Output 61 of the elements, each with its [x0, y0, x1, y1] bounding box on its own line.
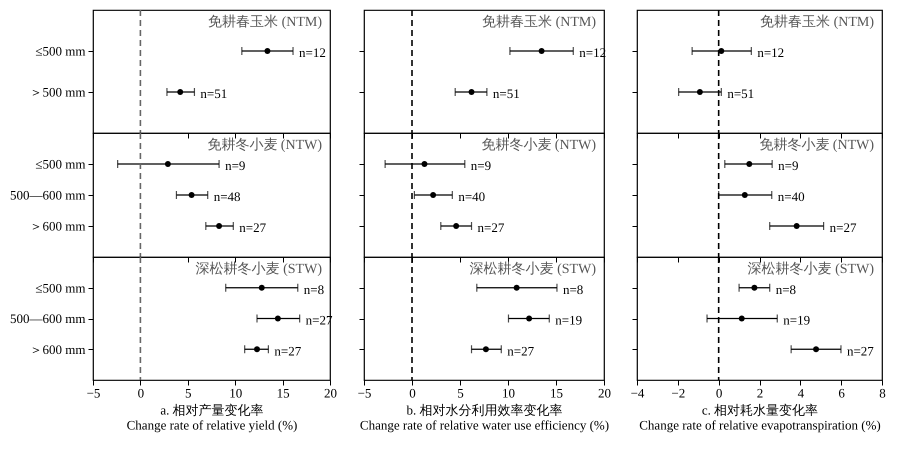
- annotation: n=40: [778, 189, 805, 204]
- annotation: n=40: [458, 189, 486, 204]
- annotation: n=8: [776, 282, 796, 297]
- y-tick-label: 500—600 mm: [10, 188, 86, 202]
- x-tick-label: −5: [358, 386, 372, 400]
- annotation: n=9: [225, 158, 246, 173]
- x-tick-label: −2: [671, 386, 686, 400]
- annotation: n=9: [778, 158, 798, 173]
- annotation: n=27: [507, 343, 535, 358]
- y-tick-label: ≤500 mm: [35, 156, 86, 172]
- annotation: n=27: [274, 343, 302, 358]
- x-tick-label: 20: [324, 386, 337, 400]
- annotation: n=19: [783, 312, 810, 328]
- annotation: n=27: [239, 220, 267, 235]
- y-tick-label: ＞500 mm: [30, 84, 86, 100]
- x-axis-title: a. 相对产量变化率 Change rate of relative yield (%): [126, 402, 298, 432]
- chart-title: 深松耕冬小麦 (STW): [470, 261, 596, 278]
- annotation: n=51: [200, 86, 228, 101]
- y-tick-label: 500—600 mm: [10, 311, 86, 326]
- annotation: n=51: [492, 86, 520, 101]
- annotation: n=27: [830, 220, 857, 235]
- x-tick-label: −5: [86, 386, 100, 400]
- chart-title: 深松耕冬小麦 (STW): [196, 261, 322, 278]
- x-tick-label: 15: [276, 386, 290, 400]
- x-axis-title: b. 相对水分利用效率变化率 Change rate of relative water use efficiency (%): [360, 402, 610, 432]
- annotation: n=19: [555, 312, 582, 328]
- chart-title: 深松耕冬小麦 (STW): [748, 261, 874, 278]
- chart-title: 免耕冬小麦 (NTW): [207, 137, 322, 154]
- y-tick-label: ≤500 mm: [35, 280, 86, 296]
- chart-title: 免耕春玉米 (NTM): [208, 14, 322, 30]
- annotation: n=8: [304, 282, 324, 297]
- chart-title: 免耕冬小麦 (NTW): [481, 137, 596, 154]
- chart-title: 免耕春玉米 (NTM): [482, 14, 596, 30]
- annotation: n=27: [846, 343, 874, 358]
- annotation: n=48: [214, 189, 241, 204]
- x-tick-label: 6: [838, 386, 846, 400]
- chart-title: 免耕春玉米 (NTM): [760, 14, 874, 30]
- annotation: n=9: [470, 158, 492, 173]
- x-tick-label: 0: [409, 386, 416, 400]
- x-tick-label: 5: [457, 386, 464, 400]
- annotation: n=12: [757, 45, 784, 60]
- x-tick-label: 2: [756, 386, 764, 400]
- x-tick-label: 10: [229, 386, 242, 400]
- x-tick-label: 0: [716, 386, 722, 400]
- x-tick-label: 10: [502, 386, 515, 400]
- annotation: n=51: [727, 86, 754, 101]
- y-tick-label: ≤500 mm: [35, 44, 86, 58]
- x-tick-label: 0: [138, 386, 144, 400]
- y-tick-label: ＞600 mm: [30, 342, 86, 357]
- annotation: n=12: [299, 45, 326, 60]
- x-tick-label: 15: [550, 386, 563, 400]
- annotation: n=27: [478, 220, 505, 235]
- annotation: n=8: [562, 282, 584, 297]
- x-tick-label: 8: [879, 386, 886, 400]
- x-tick-label: 4: [798, 386, 805, 400]
- chart-title: 免耕冬小麦 (NTW): [759, 137, 874, 154]
- x-tick-label: 5: [185, 386, 192, 400]
- x-axis-title: c. 相对耗水量变化率 Change rate of relative evapotranspiration (%): [639, 402, 881, 432]
- x-tick-label: 20: [598, 386, 611, 400]
- y-tick-label: ＞600 mm: [30, 218, 86, 234]
- x-tick-label: −4: [630, 386, 645, 400]
